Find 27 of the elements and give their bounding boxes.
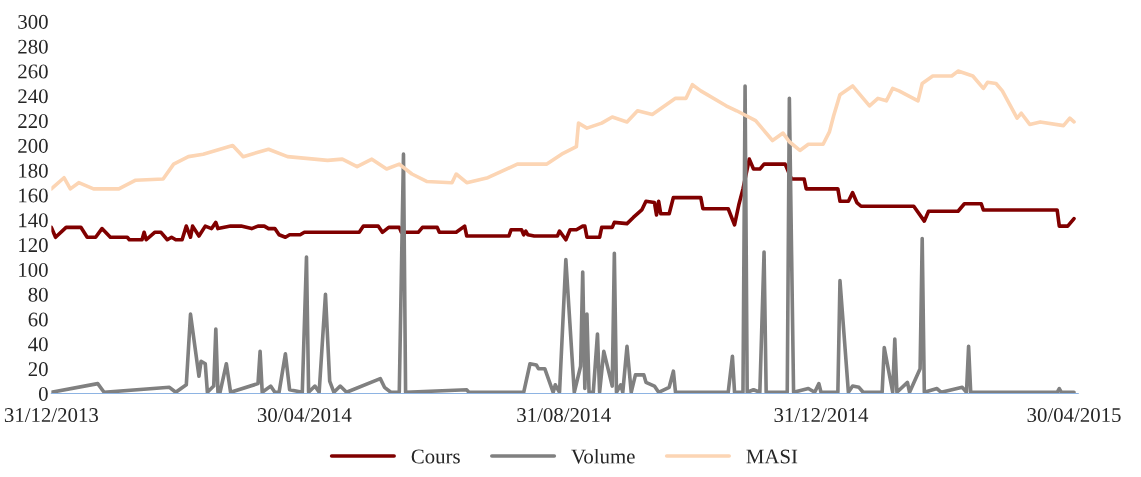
line-series: [51, 157, 1076, 242]
x-tick-label: 31/12/2013: [4, 408, 98, 423]
y-tick-label: 60: [28, 312, 48, 327]
y-tick-label: 140: [19, 213, 48, 228]
y-tick-label: 300: [18, 14, 48, 29]
y-tick-label: 100: [19, 262, 48, 277]
y-tick-label: 240: [18, 89, 48, 104]
line-series: [51, 69, 1076, 191]
legend-label: Volume: [571, 448, 635, 464]
y-tick-label: 120: [19, 238, 48, 253]
y-tick-label: 260: [18, 64, 48, 79]
y-tick-label: 200: [18, 138, 48, 153]
y-tick-label: 280: [18, 39, 48, 54]
x-tick-label: 30/04/2015: [1027, 408, 1121, 423]
y-tick-label: 220: [18, 114, 48, 129]
y-tick-label: 180: [19, 163, 48, 178]
x-tick-label: 31/12/2014: [774, 408, 869, 423]
y-tick-label: 20: [28, 362, 48, 377]
y-tick-label: 40: [28, 337, 48, 352]
y-tick-label: 80: [28, 287, 48, 302]
legend-label: MASI: [746, 449, 798, 464]
x-tick-label: 31/08/2014: [517, 408, 611, 423]
y-tick-label: 0: [38, 386, 48, 401]
y-tick-label: 160: [19, 188, 48, 203]
x-tick-label: 30/04/2014: [257, 408, 352, 423]
legend-label: Cours: [411, 449, 460, 464]
line-series: [51, 84, 1076, 394]
